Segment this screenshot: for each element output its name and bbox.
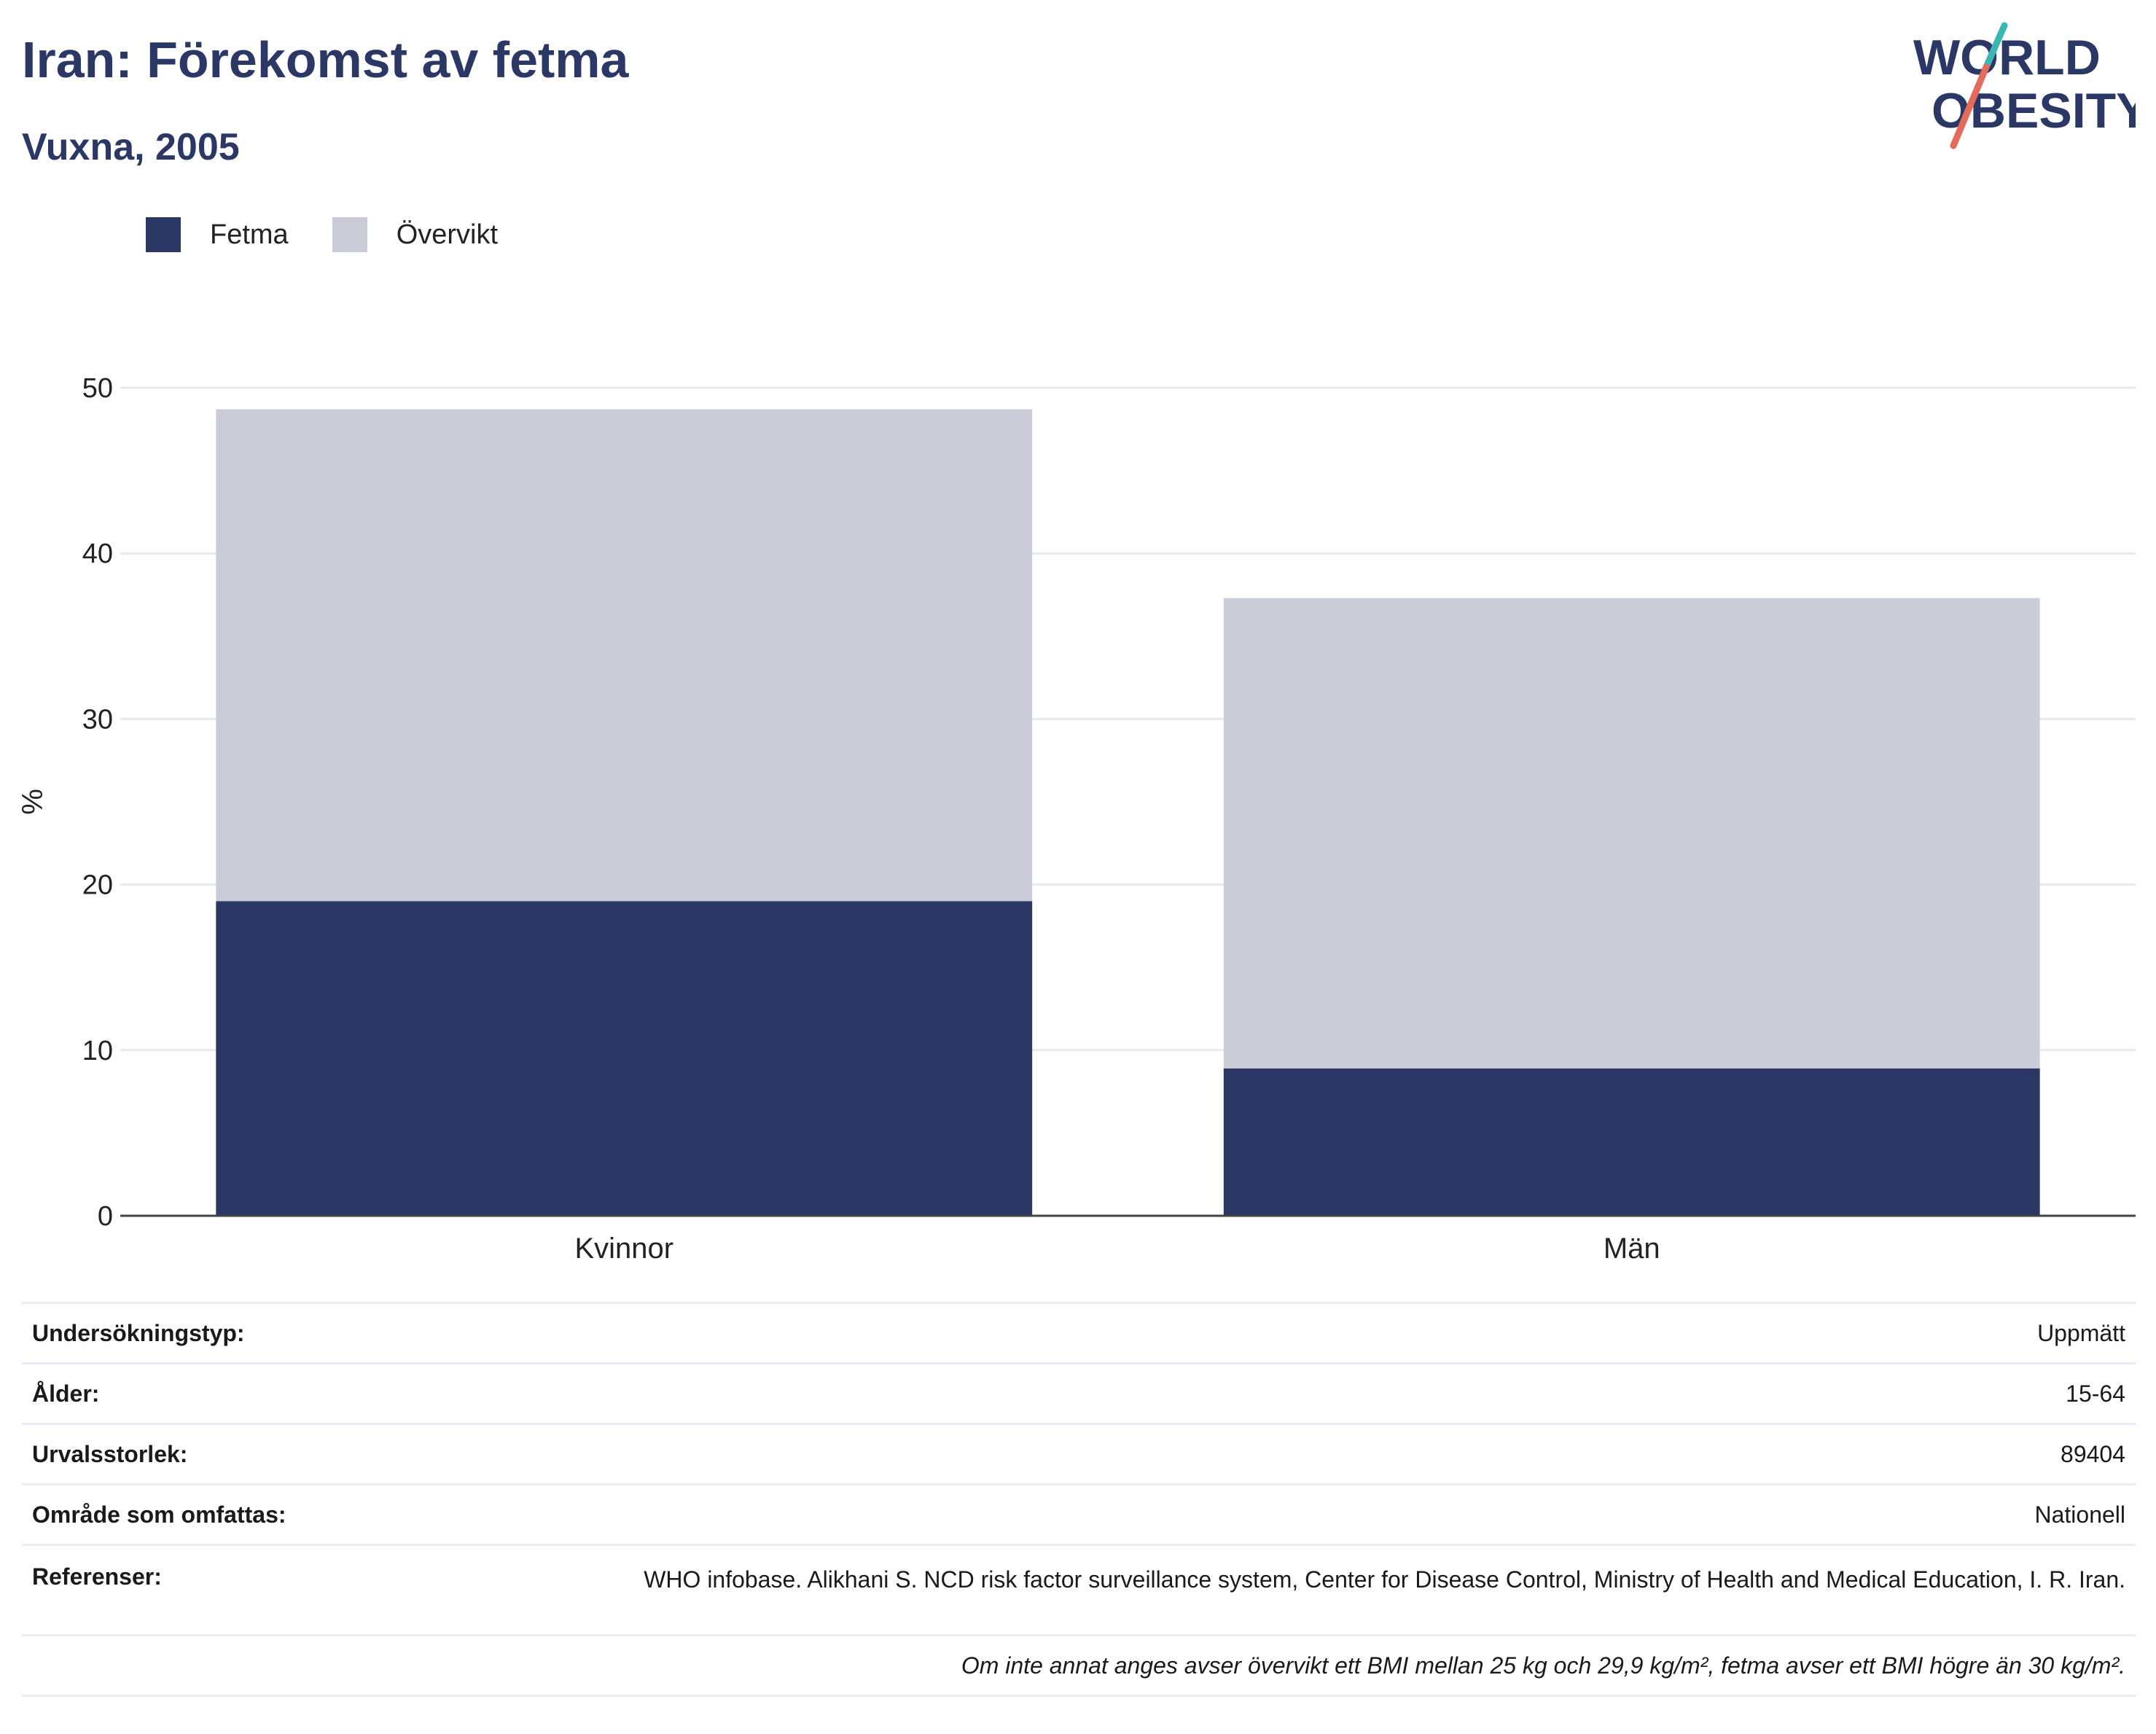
chart-subtitle: Vuxna, 2005 bbox=[22, 126, 240, 168]
legend-label-overvikt: Övervikt bbox=[396, 219, 499, 250]
y-tick-label: 30 bbox=[82, 704, 113, 735]
bar-overvikt-män bbox=[1223, 598, 2040, 1069]
info-row-coverage: Område som omfattas: Nationell bbox=[22, 1483, 2136, 1544]
legend-item-fetma[interactable]: Fetma bbox=[146, 217, 289, 252]
info-row-references: Referenser: WHO infobase. Alikhani S. NC… bbox=[22, 1544, 2136, 1634]
legend-item-overvikt[interactable]: Övervikt bbox=[332, 217, 498, 252]
y-axis-title: % bbox=[17, 789, 49, 815]
chart-title: Iran: Förekomst av fetma bbox=[22, 31, 629, 88]
legend-label-fetma: Fetma bbox=[210, 219, 289, 250]
x-tick-label: Män bbox=[1604, 1233, 1660, 1265]
info-label: Område som omfattas: bbox=[32, 1501, 286, 1528]
info-value: 89404 bbox=[2061, 1440, 2125, 1467]
stacked-bar-chart: 0 10 20 30 40 50 Kvinnor Män% bbox=[17, 373, 2136, 1265]
legend-swatch-fetma bbox=[146, 217, 181, 252]
info-value: Uppmätt bbox=[2037, 1319, 2125, 1346]
logo-slash-teal bbox=[1983, 22, 2008, 71]
bar-overvikt-kvinnor bbox=[216, 409, 1033, 902]
info-row-age: Ålder: 15-64 bbox=[22, 1362, 2136, 1423]
survey-info-table: Undersökningstyp: Uppmätt Ålder: 15-64 U… bbox=[22, 1302, 2136, 1697]
logo-slash-coral bbox=[1950, 63, 1990, 149]
y-tick-label: 20 bbox=[82, 870, 113, 901]
logo-word-world: WORLD bbox=[1913, 30, 2101, 85]
y-tick-label: 40 bbox=[82, 539, 113, 569]
bmi-definition-note: Om inte annat anges avser övervikt ett B… bbox=[22, 1634, 2136, 1697]
x-tick-label: Kvinnor bbox=[574, 1233, 673, 1265]
info-value: WHO infobase. Alikhani S. NCD risk facto… bbox=[644, 1566, 2125, 1593]
y-tick-label: 10 bbox=[82, 1036, 113, 1066]
info-row-sample-size: Urvalsstorlek: 89404 bbox=[22, 1423, 2136, 1483]
info-value: 15-64 bbox=[2066, 1380, 2125, 1407]
bar-fetma-kvinnor bbox=[216, 901, 1033, 1216]
info-label: Urvalsstorlek: bbox=[32, 1440, 188, 1467]
chart-legend: Fetma Övervikt bbox=[146, 217, 542, 252]
world-obesity-logo: WORLD OBESITY bbox=[1913, 22, 2136, 149]
bar-fetma-män bbox=[1223, 1068, 2040, 1216]
y-tick-label: 50 bbox=[82, 373, 113, 404]
legend-swatch-overvikt bbox=[332, 217, 367, 252]
info-label: Undersökningstyp: bbox=[32, 1319, 245, 1346]
info-value: Nationell bbox=[2034, 1501, 2125, 1528]
y-tick-label: 0 bbox=[98, 1201, 113, 1232]
info-row-survey-type: Undersökningstyp: Uppmätt bbox=[22, 1302, 2136, 1362]
info-label: Ålder: bbox=[32, 1380, 100, 1407]
info-label: Referenser: bbox=[32, 1563, 162, 1590]
